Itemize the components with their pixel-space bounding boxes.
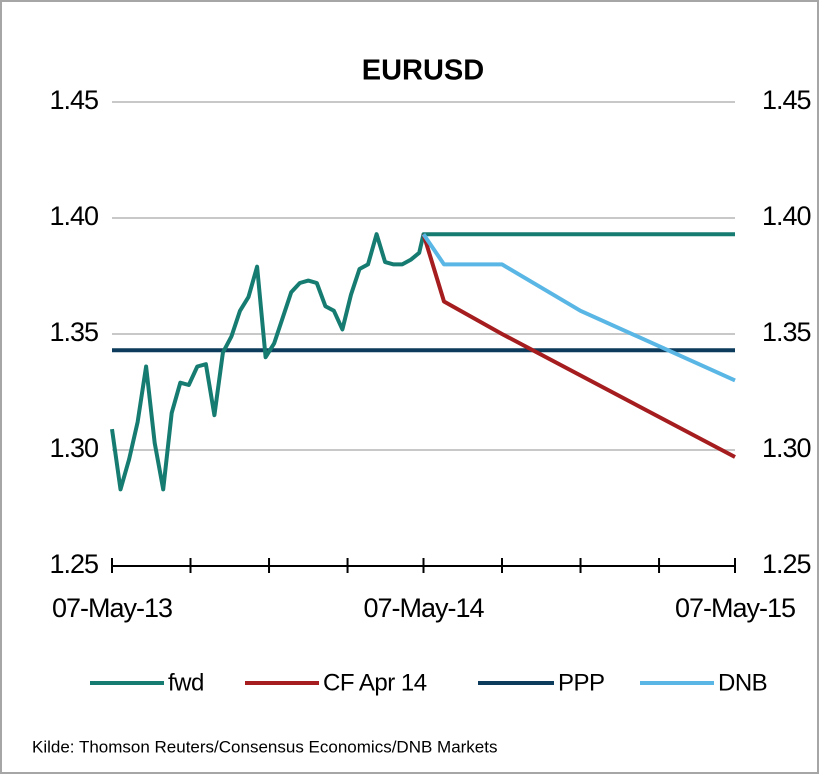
y2-tick-label: 1.40: [762, 201, 811, 231]
y-tick-label: 1.35: [49, 317, 98, 347]
source-note: Kilde: Thomson Reuters/Consensus Economi…: [32, 737, 497, 756]
x-tick-label: 07-May-13: [52, 593, 172, 623]
series-line: [421, 233, 736, 459]
legend-label: DNB: [718, 669, 767, 696]
y2-tick-label: 1.45: [762, 85, 811, 115]
x-tick-label: 07-May-15: [675, 593, 795, 623]
series-line: [110, 232, 735, 492]
legend-label: CF Apr 14: [323, 669, 427, 696]
y-tick-label: 1.25: [49, 549, 98, 579]
y-tick-label: 1.30: [49, 433, 98, 463]
series-line: [421, 233, 736, 383]
y2-tick-label: 1.25: [762, 549, 811, 579]
legend-label: PPP: [558, 669, 605, 696]
chart-title: EURUSD: [362, 55, 484, 87]
x-tick-label: 07-May-14: [363, 593, 484, 623]
y2-tick-label: 1.30: [762, 433, 811, 463]
y2-tick-label: 1.35: [762, 317, 811, 347]
y-tick-label: 1.40: [49, 201, 98, 231]
legend-label: fwd: [168, 669, 204, 696]
y-tick-label: 1.45: [49, 85, 98, 115]
